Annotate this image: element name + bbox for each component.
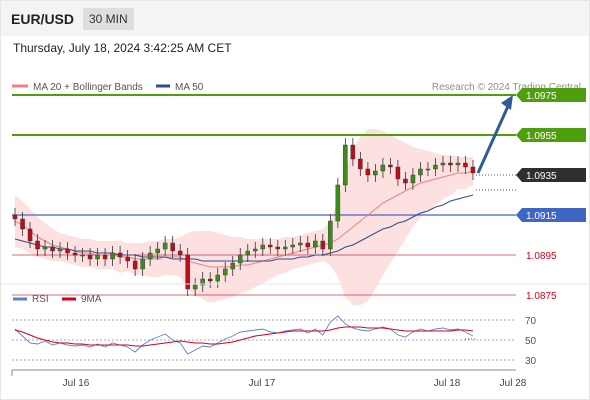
rsi-ma-legend-label: 9MA bbox=[81, 294, 102, 305]
candle-body bbox=[87, 254, 93, 260]
timestamp: Thursday, July 18, 2024 3:42:25 AM CET bbox=[13, 41, 232, 55]
x-tick-label-2: Jul 18 bbox=[434, 378, 461, 389]
candle-body bbox=[275, 246, 281, 250]
level-tag-resistance-0 bbox=[516, 88, 586, 102]
candle-body bbox=[463, 162, 468, 168]
candle-body bbox=[80, 254, 85, 257]
candle-body bbox=[320, 240, 326, 250]
candle-body bbox=[365, 168, 371, 176]
candle-body bbox=[95, 254, 100, 260]
candle-body bbox=[328, 220, 333, 250]
x-tick-label-0: Jul 16 bbox=[63, 378, 90, 389]
chart-header: EUR/USD 30 MIN bbox=[1, 1, 589, 36]
candle-body bbox=[252, 248, 258, 252]
candle-body bbox=[470, 166, 476, 174]
candle-body bbox=[283, 246, 288, 250]
symbol-label: EUR/USD bbox=[11, 11, 75, 27]
rsi-line bbox=[14, 315, 474, 355]
candle-body bbox=[155, 248, 160, 254]
candle-body bbox=[12, 214, 18, 220]
candle-body bbox=[57, 248, 63, 252]
rsi-legend-label: RSI bbox=[32, 294, 49, 305]
candle-body bbox=[433, 164, 438, 170]
level-tag-last-2 bbox=[516, 168, 586, 182]
candle-body bbox=[455, 162, 461, 166]
ma20-legend-label: MA 20 + Bollinger Bands bbox=[33, 82, 143, 93]
candle-body bbox=[380, 164, 386, 172]
candle-body bbox=[440, 162, 446, 166]
level-label-1.0895: 1.0895 bbox=[526, 251, 557, 262]
level-tag-pivot-3 bbox=[516, 208, 586, 222]
candle-body bbox=[102, 254, 108, 260]
candle-body bbox=[245, 250, 250, 256]
candle-body bbox=[27, 228, 33, 242]
ma50-line bbox=[14, 194, 474, 262]
candle-body bbox=[222, 268, 228, 276]
bollinger-band-area bbox=[15, 129, 473, 305]
ma50-legend-label: MA 50 bbox=[175, 82, 204, 93]
candle-body bbox=[200, 278, 205, 286]
candle-body bbox=[448, 162, 453, 166]
candle-body bbox=[268, 244, 273, 248]
candle-body bbox=[237, 254, 243, 264]
candle-body bbox=[418, 168, 423, 176]
x-tick-label-3: Jul 28 bbox=[500, 378, 527, 389]
timeframe-badge[interactable]: 30 MIN bbox=[83, 8, 134, 30]
candle-body bbox=[358, 158, 363, 170]
candle-body bbox=[125, 256, 130, 262]
candle-body bbox=[215, 274, 220, 282]
forecast-arrow-head bbox=[501, 95, 513, 110]
candle-body bbox=[350, 144, 356, 160]
candle-body bbox=[373, 170, 378, 176]
level-label-1.0975: 1.0975 bbox=[526, 91, 557, 102]
candle-body bbox=[305, 242, 311, 248]
candle-body bbox=[192, 284, 198, 290]
candle-body bbox=[313, 240, 318, 248]
candle-body bbox=[132, 260, 138, 270]
candle-body bbox=[65, 248, 70, 254]
candle-body bbox=[425, 168, 431, 171]
candle-body bbox=[110, 252, 115, 260]
level-label-1.0935: 1.0935 bbox=[526, 171, 557, 182]
candle-body bbox=[298, 242, 303, 246]
candle-body bbox=[177, 250, 183, 256]
candle-body bbox=[72, 252, 78, 256]
rsi-9ma-line bbox=[14, 326, 474, 347]
candle-body bbox=[410, 174, 416, 184]
level-label-1.0955: 1.0955 bbox=[526, 131, 557, 142]
copyright-text: Research © 2024 Trading Central bbox=[432, 82, 581, 93]
candle-body bbox=[42, 246, 48, 250]
candle-body bbox=[343, 144, 348, 186]
candle-body bbox=[170, 242, 175, 252]
candle-body bbox=[403, 178, 408, 184]
rsi-tick-label-50: 50 bbox=[525, 336, 537, 347]
candle-body bbox=[260, 244, 266, 250]
candle-body bbox=[395, 166, 401, 180]
candle-body bbox=[50, 246, 55, 252]
candle-body bbox=[20, 218, 25, 230]
candle-body bbox=[207, 278, 213, 282]
forecast-arrow-shaft bbox=[476, 103, 511, 174]
x-tick-label-1: Jul 17 bbox=[249, 378, 276, 389]
ma20-line bbox=[14, 170, 474, 268]
candle-body bbox=[147, 252, 153, 260]
level-label-1.0875: 1.0875 bbox=[526, 291, 557, 302]
rsi-tick-label-30: 30 bbox=[525, 356, 537, 367]
candle-body bbox=[162, 242, 168, 250]
candle-body bbox=[140, 258, 145, 270]
rsi-tick-label-70: 70 bbox=[525, 316, 537, 327]
candle-body bbox=[230, 262, 235, 270]
level-label-1.0915: 1.0915 bbox=[526, 211, 557, 222]
candle-body bbox=[185, 254, 190, 290]
candle-body bbox=[117, 252, 123, 258]
level-tag-resistance-1 bbox=[516, 128, 586, 142]
candle-body bbox=[335, 184, 341, 222]
candle-body bbox=[388, 164, 393, 168]
candle-body bbox=[290, 244, 296, 248]
candle-body bbox=[35, 240, 40, 250]
